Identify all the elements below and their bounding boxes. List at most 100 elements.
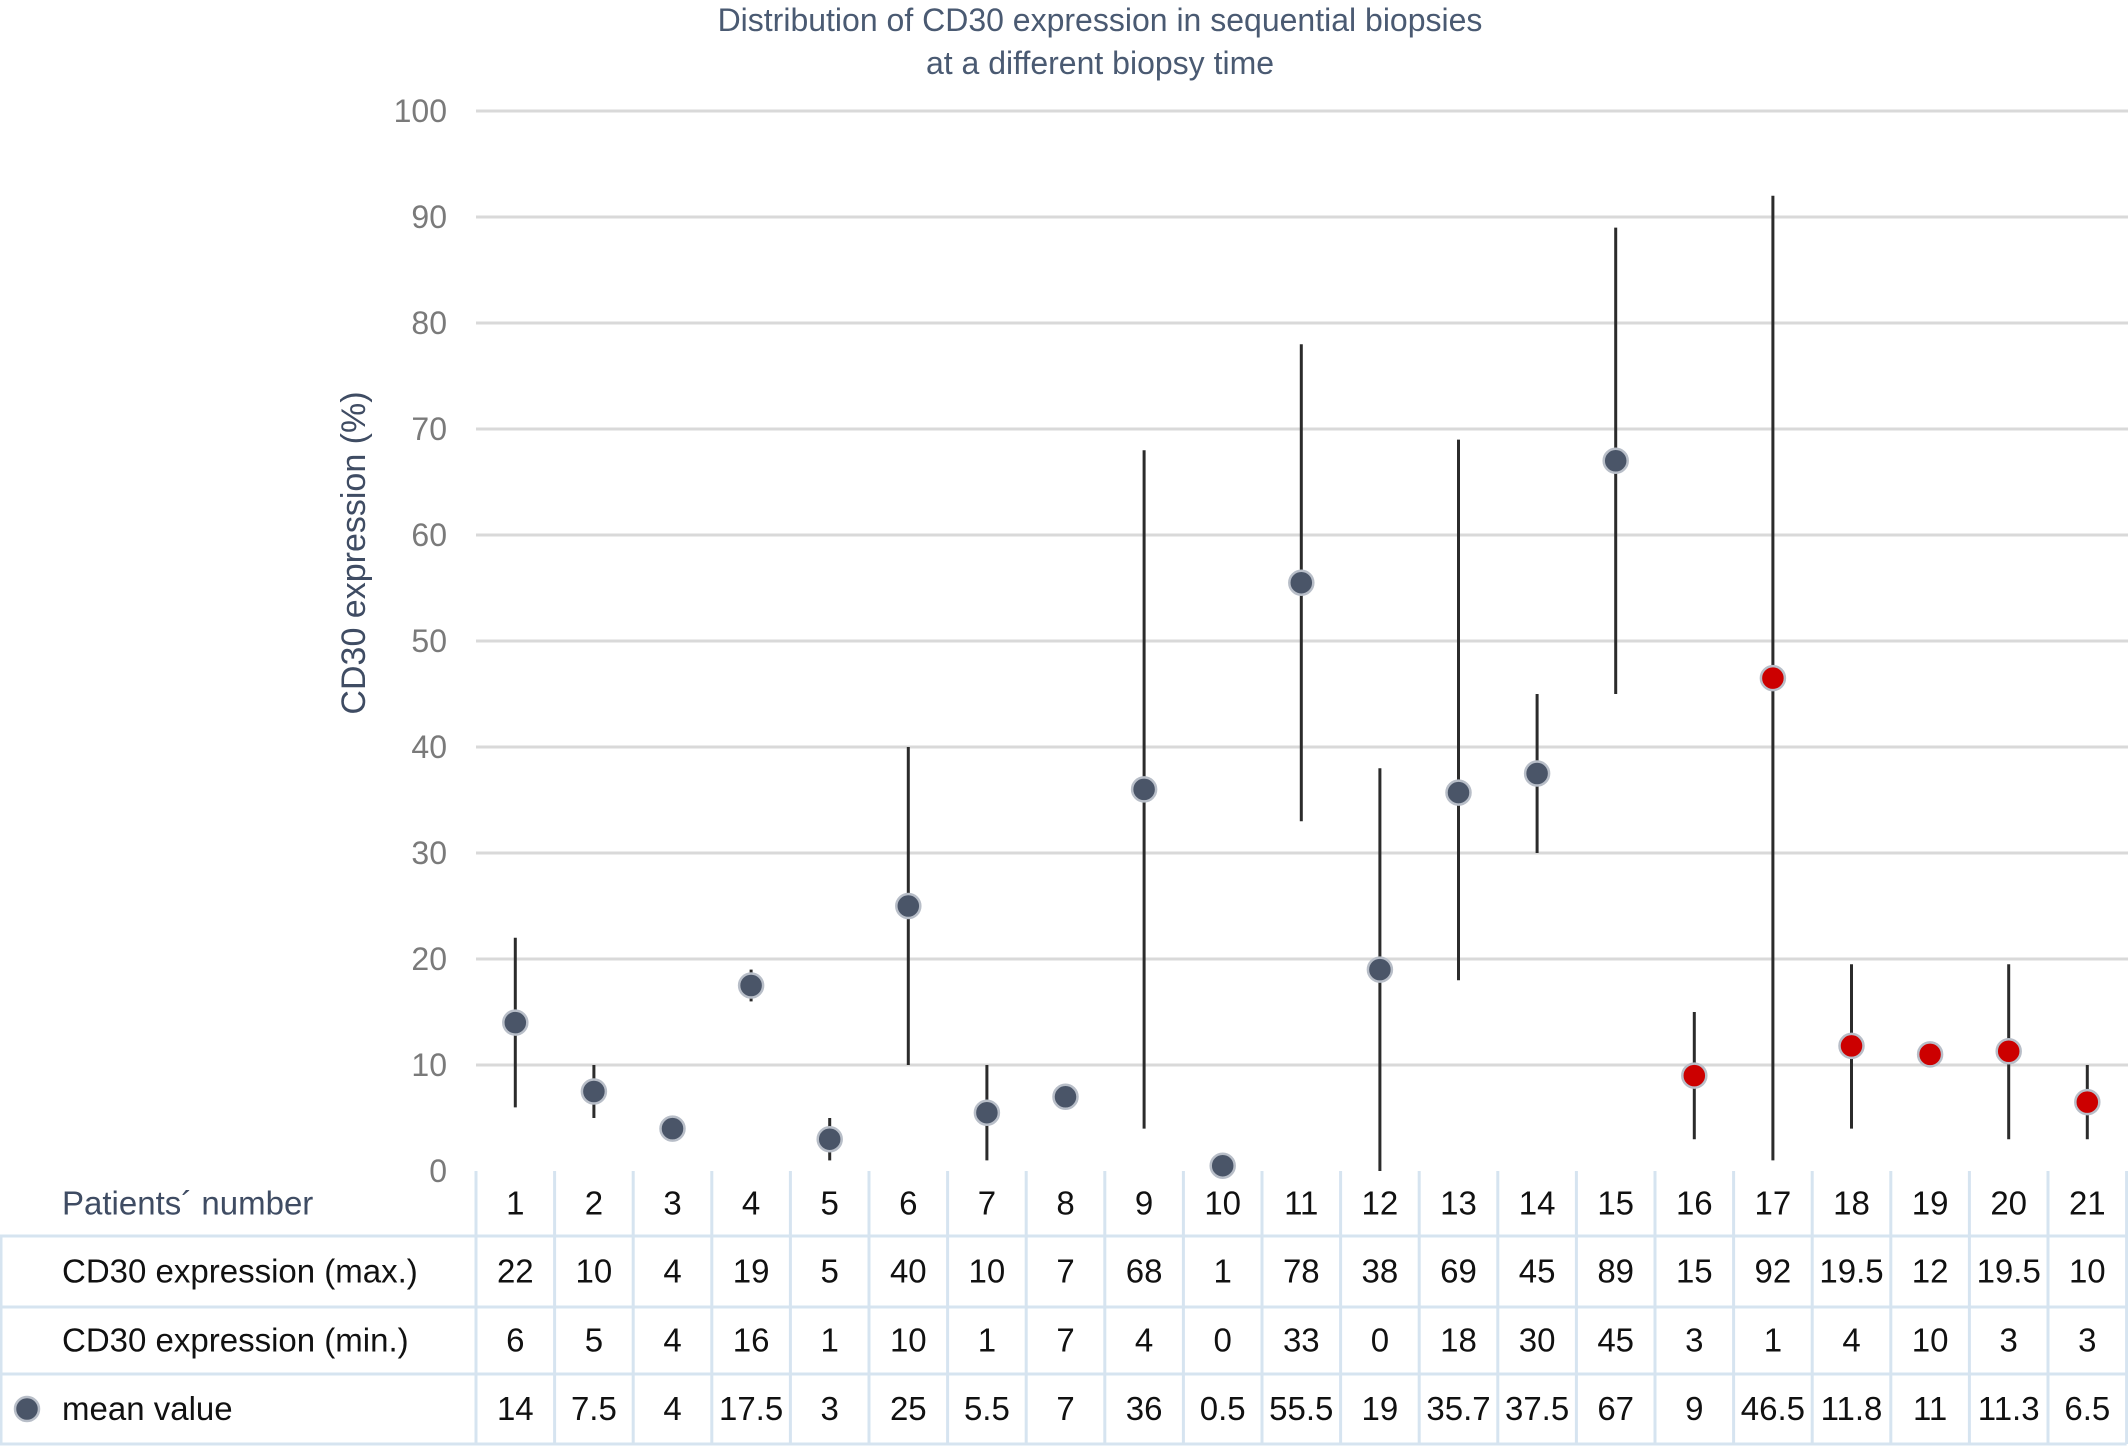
min-value-cell: 10 [890, 1322, 927, 1359]
mean-point [895, 892, 922, 920]
max-value-cell: 19.5 [1819, 1253, 1883, 1290]
max-value-cell: 7 [1056, 1253, 1074, 1290]
patient-number-cell: 7 [978, 1185, 996, 1222]
patient-number-cell: 15 [1597, 1185, 1634, 1222]
patient-number-cell: 4 [742, 1185, 760, 1222]
mean-value-cell: 7 [1056, 1390, 1074, 1427]
chart-subtitle: at a different biopsy time [926, 45, 1274, 81]
mean-value-cell: 14 [497, 1390, 534, 1427]
row-label-min: CD30 expression (min.) [62, 1322, 409, 1359]
mean-point [1052, 1083, 1079, 1111]
y-tick-label: 50 [411, 623, 447, 659]
min-value-cell: 4 [1842, 1322, 1860, 1359]
mean-value-cell: 4 [663, 1390, 681, 1427]
y-tick-label: 0 [429, 1153, 447, 1189]
mean-point [1445, 779, 1472, 806]
min-value-cell: 1 [821, 1322, 839, 1359]
patient-number-cell: 11 [1284, 1185, 1318, 1222]
patient-number-cell: 14 [1519, 1185, 1556, 1222]
y-tick-label: 30 [411, 835, 447, 871]
y-tick-label: 70 [411, 411, 447, 447]
min-value-cell: 16 [733, 1322, 770, 1359]
mean-point [1130, 776, 1158, 803]
mean-value-cell: 9 [1685, 1390, 1703, 1427]
patient-number-cell: 18 [1833, 1185, 1870, 1222]
max-value-cell: 45 [1519, 1253, 1556, 1290]
y-tick-label: 80 [411, 305, 447, 341]
patients-number-label: Patients´ number [62, 1185, 313, 1222]
mean-point [580, 1078, 608, 1105]
y-axis-label: CD30 expression (%) [335, 391, 373, 714]
mean-point [1759, 664, 1787, 692]
min-value-cell: 0 [1371, 1322, 1389, 1359]
patient-number-cell: 9 [1135, 1185, 1153, 1222]
y-tick-label: 40 [411, 729, 447, 765]
max-value-cell: 10 [969, 1253, 1006, 1290]
mean-value-cell: 11.3 [1978, 1390, 2040, 1427]
min-value-cell: 5 [585, 1322, 603, 1359]
patient-number-cell: 1 [506, 1185, 524, 1222]
patient-number-cell: 20 [1990, 1185, 2027, 1222]
mean-value-cell: 25 [890, 1390, 927, 1427]
min-value-cell: 33 [1283, 1322, 1320, 1359]
max-value-cell: 4 [663, 1253, 681, 1290]
y-tick-label: 100 [394, 93, 447, 129]
patient-number-cell: 13 [1440, 1185, 1477, 1222]
mean-point [1209, 1152, 1236, 1179]
mean-value-cell: 36 [1126, 1390, 1163, 1427]
row-label-max: CD30 expression (max.) [62, 1253, 418, 1290]
mean-point [659, 1115, 686, 1142]
mean-point [1916, 1041, 1944, 1068]
mean-value-cell: 35.7 [1426, 1390, 1490, 1427]
min-value-cell: 7 [1056, 1322, 1074, 1359]
mean-value-cell: 11 [1913, 1390, 1947, 1427]
patient-number-cell: 2 [585, 1185, 603, 1222]
patient-number-cell: 17 [1755, 1185, 1792, 1222]
mean-value-cell: 7.5 [571, 1390, 617, 1427]
mean-value-cell: 67 [1597, 1390, 1634, 1427]
min-value-cell: 4 [663, 1322, 681, 1359]
mean-value-cell: 5.5 [964, 1390, 1010, 1427]
min-value-cell: 3 [2078, 1322, 2096, 1359]
patient-number-cell: 16 [1676, 1185, 1713, 1222]
min-value-cell: 4 [1135, 1322, 1153, 1359]
min-value-cell: 1 [1764, 1322, 1782, 1359]
mean-point [816, 1125, 843, 1153]
mean-point [1995, 1037, 2022, 1065]
mean-point [1838, 1032, 1865, 1060]
mean-point [2074, 1088, 2101, 1116]
mean-point [1288, 569, 1315, 596]
mean-value-cell: 6.5 [2064, 1390, 2110, 1427]
max-value-cell: 15 [1676, 1253, 1713, 1290]
min-value-cell: 10 [1912, 1322, 1949, 1359]
patient-number-cell: 3 [663, 1185, 681, 1222]
min-value-cell: 3 [2000, 1322, 2018, 1359]
max-value-cell: 10 [576, 1253, 613, 1290]
max-value-cell: 89 [1597, 1253, 1634, 1290]
mean-value-cell: 19 [1362, 1390, 1399, 1427]
max-value-cell: 78 [1283, 1253, 1320, 1290]
patient-number-cell: 8 [1056, 1185, 1074, 1222]
max-value-cell: 1 [1214, 1253, 1232, 1290]
min-value-cell: 45 [1597, 1322, 1634, 1359]
max-value-cell: 19 [733, 1253, 770, 1290]
y-tick-label: 10 [411, 1047, 447, 1083]
mean-value-cell: 55.5 [1269, 1390, 1333, 1427]
min-value-cell: 18 [1440, 1322, 1477, 1359]
min-value-cell: 1 [978, 1322, 996, 1359]
mean-point [973, 1099, 1001, 1126]
max-value-cell: 38 [1362, 1253, 1399, 1290]
patient-number-cell: 12 [1362, 1185, 1399, 1222]
mean-value-cell: 46.5 [1741, 1390, 1805, 1427]
patient-number-cell: 10 [1204, 1185, 1241, 1222]
mean-point [1523, 760, 1551, 787]
chart-title: Distribution of CD30 expression in seque… [718, 2, 1483, 38]
mean-point [1366, 956, 1394, 983]
mean-value-cell: 17.5 [719, 1390, 783, 1427]
mean-value-cell: 3 [821, 1390, 839, 1427]
min-value-cell: 3 [1685, 1322, 1703, 1359]
max-value-cell: 12 [1912, 1253, 1949, 1290]
max-value-cell: 92 [1755, 1253, 1792, 1290]
patient-number-cell: 19 [1912, 1185, 1949, 1222]
